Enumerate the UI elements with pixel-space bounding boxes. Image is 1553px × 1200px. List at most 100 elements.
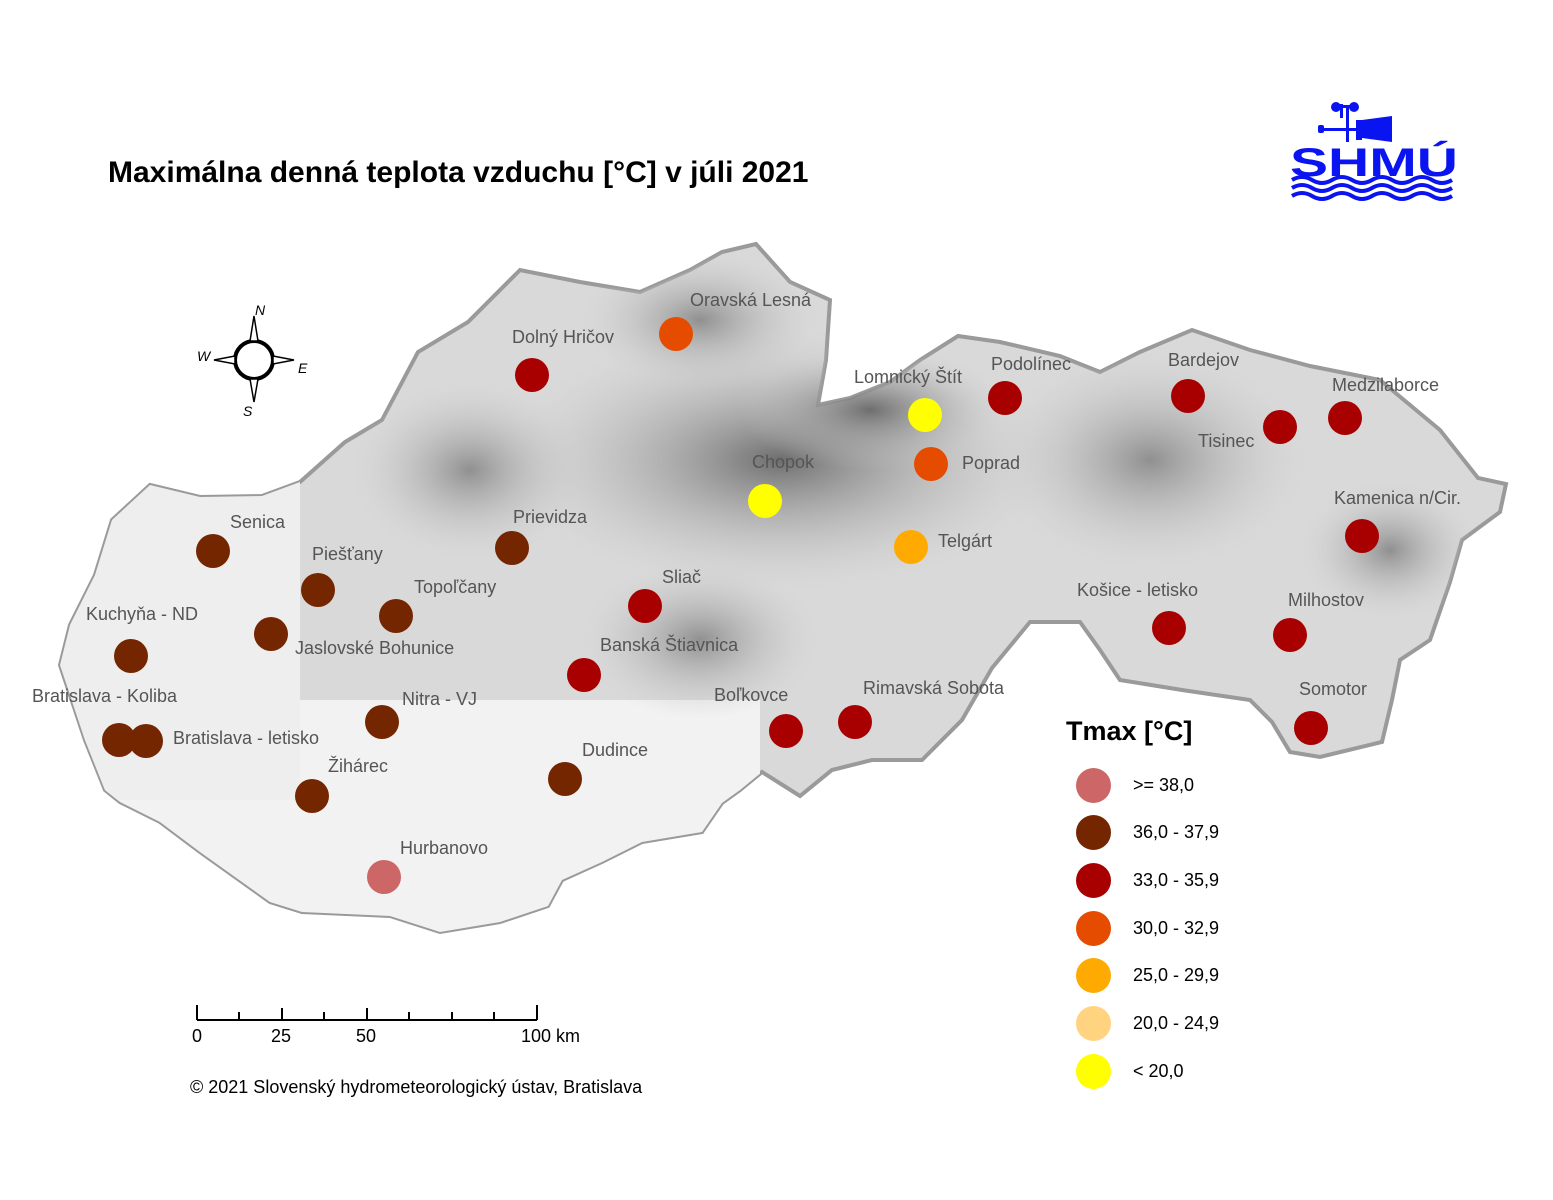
station-marker xyxy=(379,599,413,633)
station-label: Bratislava - Koliba xyxy=(32,686,178,706)
map-title: Maximálna denná teplota vzduchu [°C] v j… xyxy=(108,156,809,189)
station-marker xyxy=(129,724,163,758)
station-label: Poprad xyxy=(962,453,1020,473)
station-label: Chopok xyxy=(752,452,815,472)
station-marker xyxy=(988,381,1022,415)
station-label: Košice - letisko xyxy=(1077,580,1198,600)
station-label: Bardejov xyxy=(1168,350,1239,370)
station-label: Oravská Lesná xyxy=(690,290,812,310)
legend-swatch xyxy=(1076,862,1111,898)
legend-item: 25,0 - 29,9 xyxy=(1076,958,1219,994)
station-marker xyxy=(1273,618,1307,652)
station-label: Dolný Hričov xyxy=(512,327,614,347)
copyright: © 2021 Slovenský hydrometeorologický úst… xyxy=(190,1077,643,1097)
station-marker xyxy=(894,530,928,564)
station-label: Somotor xyxy=(1299,679,1367,699)
station-label: Telgárt xyxy=(938,531,992,551)
legend-swatch xyxy=(1076,767,1111,803)
station-marker xyxy=(914,447,948,481)
station-label: Medzilaborce xyxy=(1332,375,1439,395)
legend-swatch xyxy=(1076,1006,1111,1041)
legend-label: 33,0 - 35,9 xyxy=(1133,869,1220,890)
station-label: Sliač xyxy=(662,567,701,587)
station-marker xyxy=(1294,711,1328,745)
compass-e: E xyxy=(298,360,308,376)
compass-w: W xyxy=(197,348,212,364)
legend-item: >= 38,0 xyxy=(1076,767,1194,803)
legend-label: < 20,0 xyxy=(1133,1060,1184,1081)
legend-label: 25,0 - 29,9 xyxy=(1133,965,1220,986)
station-marker xyxy=(748,484,782,518)
station-label: Prievidza xyxy=(513,507,588,527)
station-marker xyxy=(1328,401,1362,435)
legend-swatch xyxy=(1076,1053,1111,1089)
station-label: Hurbanovo xyxy=(400,838,488,858)
station-label: Lomnický Štít xyxy=(854,366,962,387)
station-marker xyxy=(659,317,693,351)
station-label: Tisinec xyxy=(1198,431,1254,451)
station-label: Senica xyxy=(230,512,286,532)
station-label: Podolínec xyxy=(991,354,1071,374)
station-marker xyxy=(365,705,399,739)
station-label: Rimavská Sobota xyxy=(863,678,1005,698)
shmu-logo: SHMÚ xyxy=(1288,100,1463,210)
station-label: Dudince xyxy=(582,740,648,760)
station-label: Nitra - VJ xyxy=(402,689,477,709)
station-label: Kuchyňa - ND xyxy=(86,604,198,624)
anemometer-logo-icon: SHMÚ xyxy=(1290,102,1458,201)
station-label: Milhostov xyxy=(1288,590,1364,610)
station-label: Piešťany xyxy=(312,544,383,564)
legend-title: Tmax [°C] xyxy=(1066,716,1193,746)
legend-item: < 20,0 xyxy=(1076,1053,1184,1089)
station-marker xyxy=(1263,410,1297,444)
station-label: Topoľčany xyxy=(414,577,496,597)
station-marker xyxy=(1171,379,1205,413)
scale-label-0: 0 xyxy=(192,1026,203,1046)
compass-circle-icon xyxy=(233,339,275,381)
station-label: Jaslovské Bohunice xyxy=(295,638,454,658)
station-marker xyxy=(367,860,401,894)
station-label: Banská Štiavnica xyxy=(600,634,739,655)
compass-arrow-icon xyxy=(249,315,259,342)
station-marker xyxy=(196,534,230,568)
scale-label-100: 100 km xyxy=(521,1026,581,1046)
legend-label: >= 38,0 xyxy=(1133,774,1195,795)
station-marker xyxy=(1152,611,1186,645)
station-label: Žihárec xyxy=(328,756,388,776)
legend-item: 30,0 - 32,9 xyxy=(1076,910,1219,946)
station-marker xyxy=(548,762,582,796)
station-marker xyxy=(1345,519,1379,553)
station-marker xyxy=(102,723,136,757)
scale-bar xyxy=(196,1005,538,1021)
scale-label-50: 50 xyxy=(356,1026,377,1046)
legend-label: 36,0 - 37,9 xyxy=(1133,822,1220,843)
terrain-relief xyxy=(60,250,1480,932)
compass-s: S xyxy=(243,403,253,419)
station-marker xyxy=(908,398,942,432)
station-label: Kamenica n/Cir. xyxy=(1334,488,1461,508)
legend-swatch xyxy=(1076,815,1111,851)
station-marker xyxy=(254,617,288,651)
legend-item: 33,0 - 35,9 xyxy=(1076,862,1219,898)
legend-label: 20,0 - 24,9 xyxy=(1133,1013,1220,1033)
station-label: Boľkovce xyxy=(714,685,788,705)
scale-label-25: 25 xyxy=(271,1026,292,1046)
station-marker xyxy=(628,589,662,623)
compass-rose: N E S W xyxy=(197,302,308,419)
legend-label: 30,0 - 32,9 xyxy=(1133,917,1220,938)
station-marker xyxy=(567,658,601,692)
station-marker xyxy=(515,358,549,392)
station-marker xyxy=(301,573,335,607)
legend-swatch xyxy=(1076,910,1111,946)
station-marker xyxy=(838,705,872,739)
station-marker xyxy=(769,714,803,748)
compass-n: N xyxy=(255,302,266,318)
station-marker xyxy=(495,531,529,565)
legend-item: 36,0 - 37,9 xyxy=(1076,815,1219,851)
station-marker xyxy=(295,779,329,813)
station-marker xyxy=(114,639,148,673)
legend-swatch xyxy=(1076,958,1111,994)
station-layer: Oravská Lesná Dolný Hričov Lomnický Štít Po… xyxy=(32,290,1461,894)
station-label: Bratislava - letisko xyxy=(173,728,319,748)
